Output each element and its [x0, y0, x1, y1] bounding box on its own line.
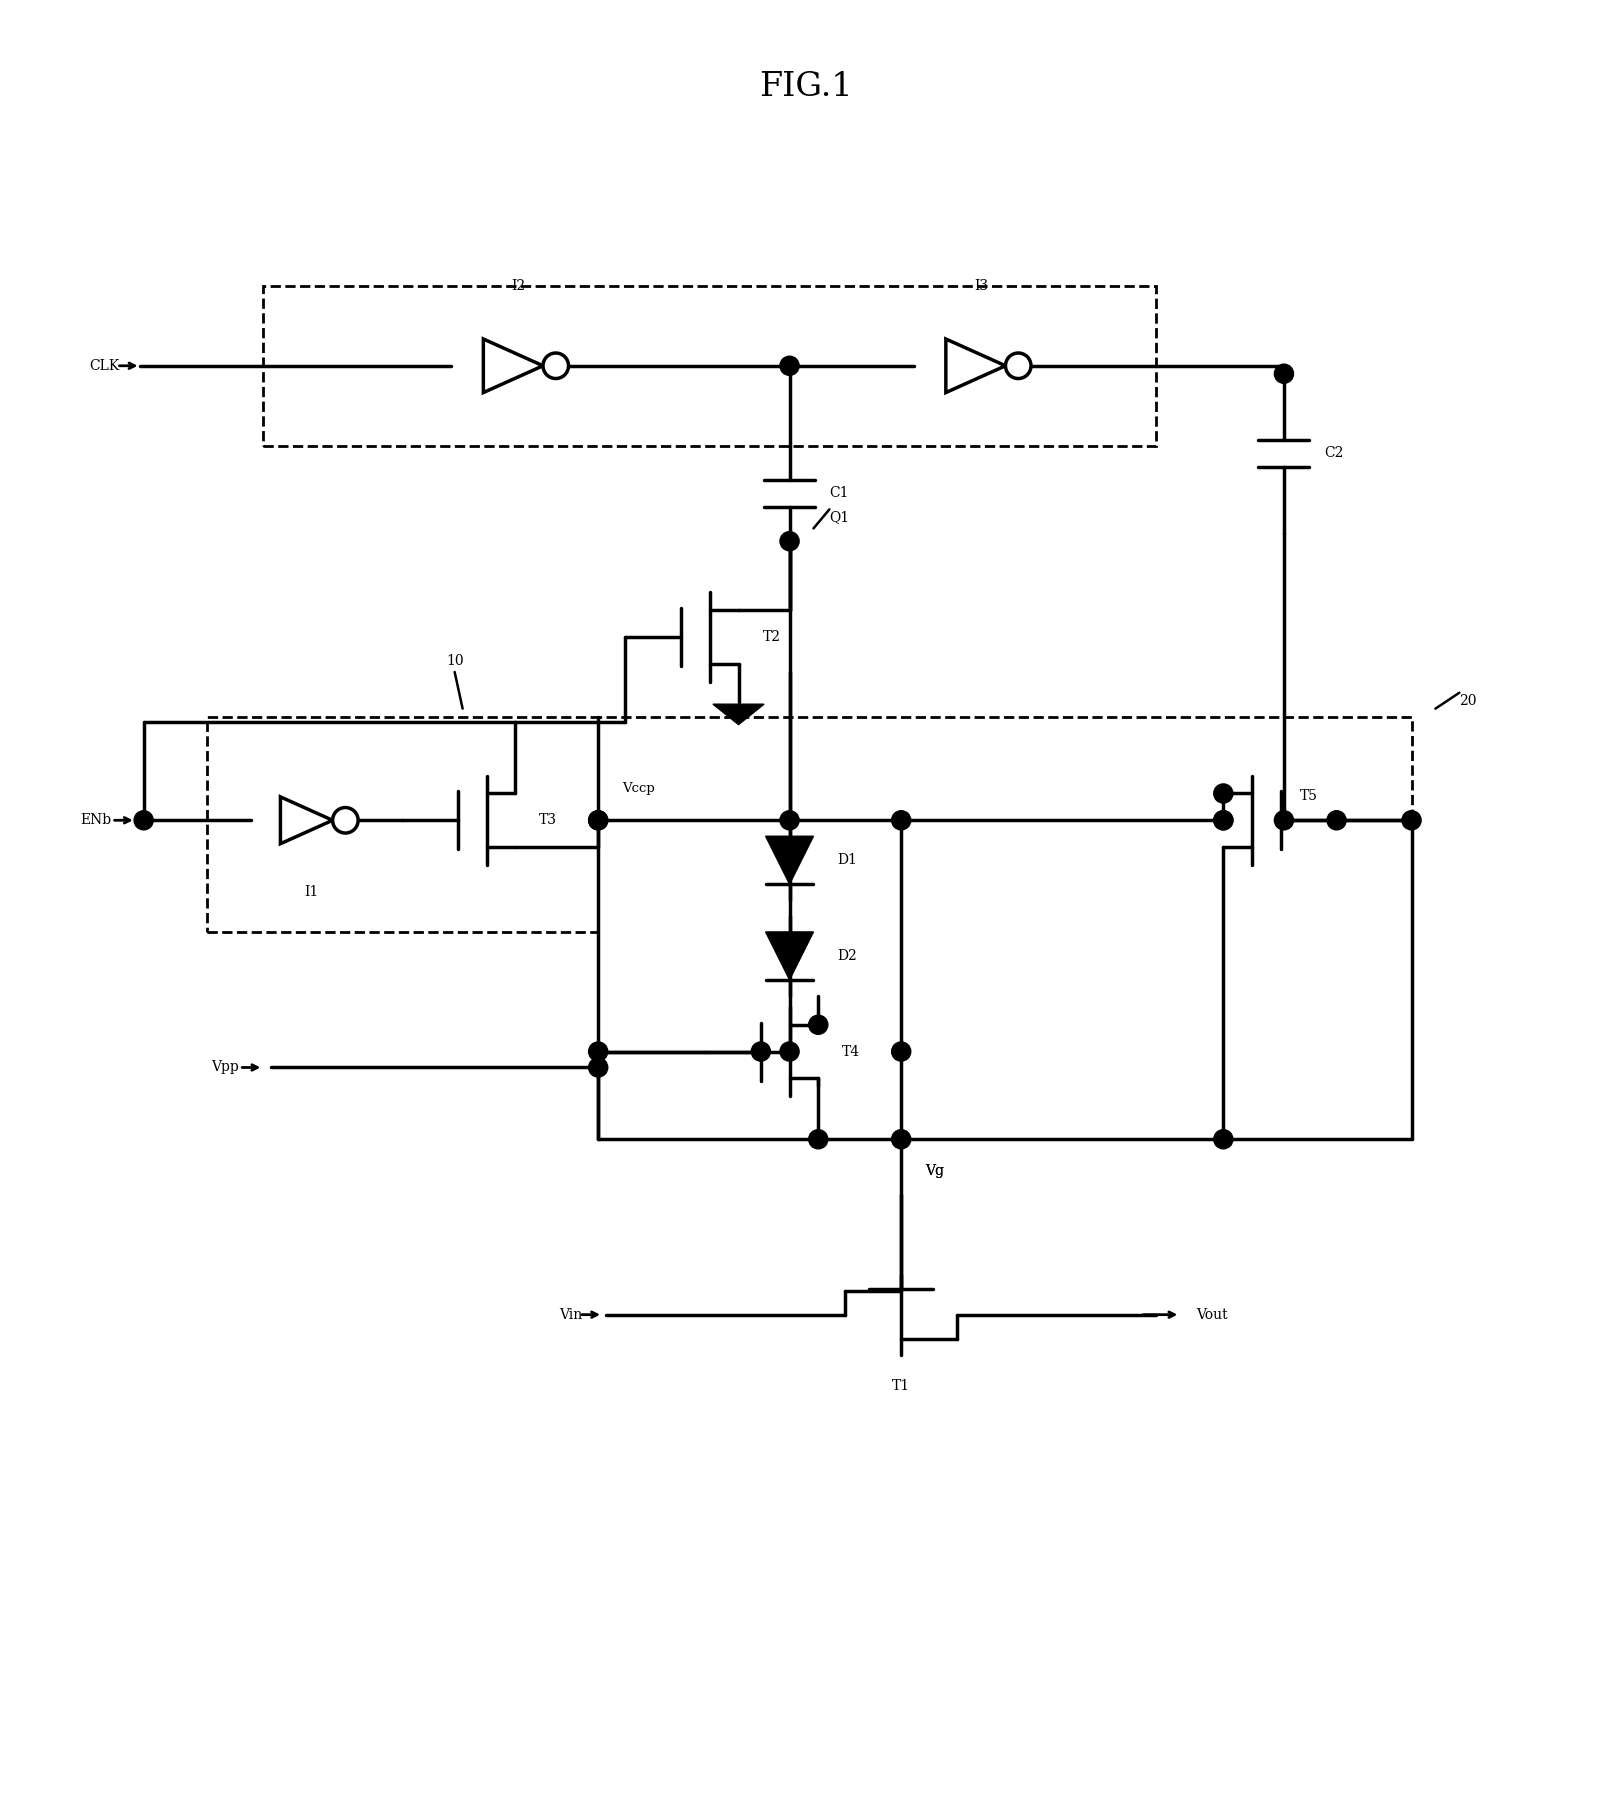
Circle shape	[809, 1015, 828, 1035]
Polygon shape	[714, 705, 764, 725]
Circle shape	[1213, 810, 1232, 830]
Text: CLK: CLK	[90, 360, 119, 372]
Circle shape	[1005, 352, 1031, 378]
Text: ENb: ENb	[81, 814, 111, 828]
Text: T5: T5	[1300, 790, 1318, 803]
Text: C1: C1	[830, 487, 849, 501]
Circle shape	[332, 808, 358, 834]
Circle shape	[780, 810, 799, 830]
Bar	[598, 717, 1411, 1139]
Text: C2: C2	[1324, 447, 1344, 461]
Text: I3: I3	[975, 280, 988, 292]
Text: D2: D2	[838, 948, 857, 962]
Bar	[208, 717, 598, 932]
Text: Q1: Q1	[830, 510, 849, 525]
Circle shape	[1213, 810, 1232, 830]
Circle shape	[1402, 810, 1421, 830]
Circle shape	[751, 1042, 770, 1061]
Circle shape	[780, 1042, 799, 1061]
Circle shape	[809, 1130, 828, 1150]
Text: Vg: Vg	[925, 1164, 944, 1179]
Text: Vccp: Vccp	[622, 783, 654, 795]
Circle shape	[588, 1042, 607, 1061]
Circle shape	[1274, 365, 1294, 383]
Circle shape	[588, 810, 607, 830]
Polygon shape	[765, 932, 814, 981]
Text: T3: T3	[540, 814, 557, 828]
Text: D1: D1	[838, 854, 857, 868]
Circle shape	[1327, 810, 1347, 830]
Text: T1: T1	[892, 1380, 910, 1393]
Circle shape	[891, 1042, 910, 1061]
Text: FIG.1: FIG.1	[759, 71, 852, 104]
Circle shape	[543, 352, 569, 378]
Circle shape	[134, 810, 153, 830]
Text: T2: T2	[762, 630, 780, 645]
Text: 20: 20	[1460, 694, 1477, 708]
Text: 10: 10	[446, 654, 464, 668]
Circle shape	[1274, 810, 1294, 830]
Circle shape	[780, 532, 799, 550]
Text: Vout: Vout	[1197, 1308, 1228, 1322]
Text: Vg: Vg	[925, 1164, 944, 1179]
Text: I1: I1	[304, 884, 319, 899]
Text: Vpp: Vpp	[211, 1061, 240, 1075]
Circle shape	[780, 356, 799, 376]
Polygon shape	[765, 835, 814, 884]
Circle shape	[588, 1059, 607, 1077]
Text: T4: T4	[843, 1044, 860, 1059]
Text: Vin: Vin	[559, 1308, 582, 1322]
Text: I2: I2	[511, 280, 525, 292]
Circle shape	[1213, 785, 1232, 803]
Circle shape	[891, 810, 910, 830]
Circle shape	[891, 1130, 910, 1150]
Bar	[263, 287, 1157, 445]
Circle shape	[1213, 1130, 1232, 1150]
Circle shape	[588, 810, 607, 830]
